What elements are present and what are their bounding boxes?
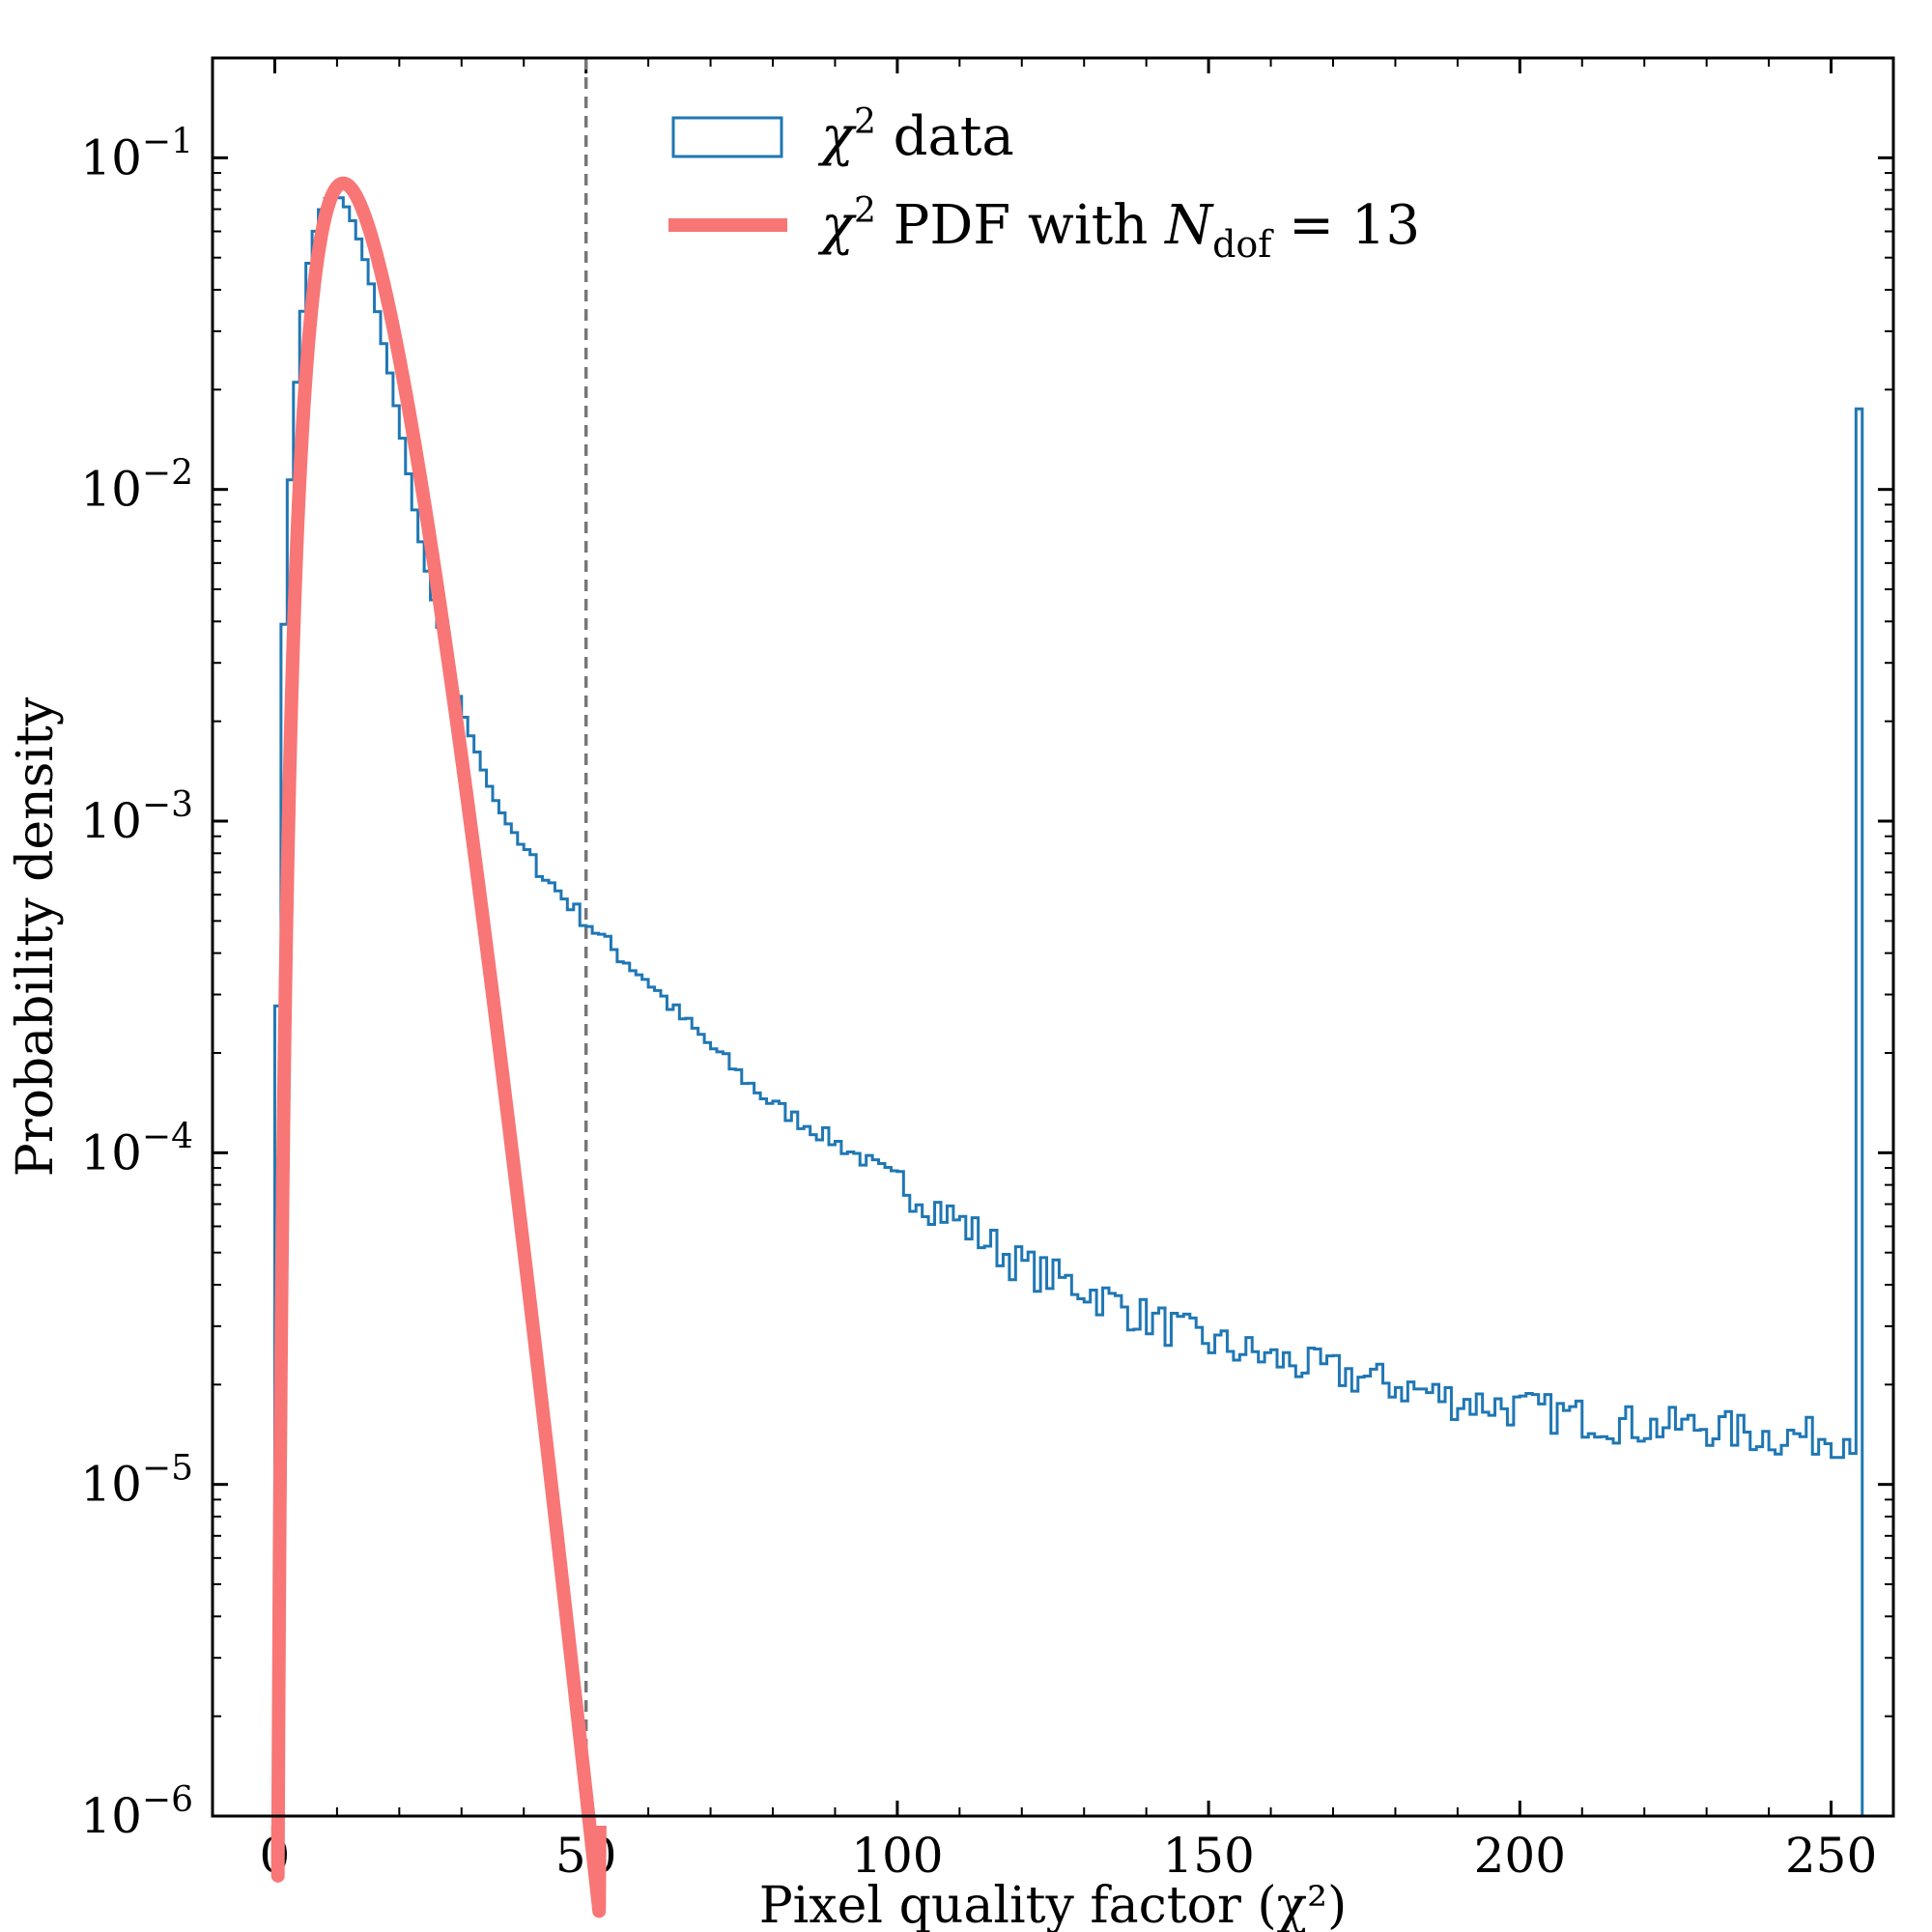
legend-italic: N — [1163, 194, 1214, 257]
legend-sup: 2 — [854, 191, 876, 231]
y-tick-exp: −4 — [142, 1117, 193, 1156]
y-tick-exp: −3 — [142, 785, 193, 825]
y-tick-base: 10 — [80, 1124, 142, 1180]
x-tick-label: 150 — [1162, 1828, 1254, 1884]
x-axis-label: Pixel quality factor (χ²) — [759, 1877, 1348, 1932]
x-tick-labels: 0 50 100 150 200 250 — [260, 1828, 1878, 1884]
legend-symbol: χ — [817, 194, 857, 257]
y-tick-exp: −5 — [142, 1449, 193, 1489]
y-axis-label: Probability density — [7, 696, 65, 1177]
y-tick-exp: −2 — [142, 454, 193, 494]
y-tick-label: 10−5 — [80, 1449, 193, 1513]
legend-sub: dof — [1212, 223, 1274, 266]
y-tick-base: 10 — [80, 1457, 142, 1513]
y-tick-base: 10 — [80, 793, 142, 849]
legend-text: data — [876, 105, 1014, 168]
y-tick-base: 10 — [80, 1788, 142, 1844]
x-tick-label: 200 — [1474, 1828, 1566, 1884]
legend-symbol: χ — [817, 105, 857, 168]
y-tick-label: 10−2 — [80, 454, 193, 518]
legend-text: PDF with — [876, 194, 1165, 257]
y-tick-exp: −6 — [142, 1780, 193, 1820]
legend-swatch-data — [671, 116, 783, 158]
y-tick-base: 10 — [80, 129, 142, 185]
x-tick-label: 100 — [851, 1828, 943, 1884]
y-tick-labels: 10−610−510−410−310−210−1 — [80, 122, 193, 1844]
histogram-step-line — [272, 193, 1864, 1816]
legend-label-pdf: χ2 PDF with Ndof = 13 — [817, 191, 1420, 266]
plot-frame — [211, 56, 1895, 1818]
chi2-pdf-line — [270, 176, 607, 1918]
legend-label-data: χ2 data — [817, 102, 1014, 168]
y-tick-base: 10 — [80, 462, 142, 518]
y-tick-label: 10−1 — [80, 122, 193, 185]
y-tick-label: 10−3 — [80, 785, 193, 849]
legend: χ2 data χ2 PDF with Ndof = 13 — [668, 102, 1420, 266]
legend-sup: 2 — [854, 102, 876, 142]
y-tick-label: 10−6 — [80, 1780, 193, 1844]
x-tick-label: 250 — [1785, 1828, 1877, 1884]
legend-tail: = 13 — [1271, 194, 1420, 257]
y-tick-exp: −1 — [142, 122, 193, 161]
y-tick-label: 10−4 — [80, 1117, 193, 1180]
